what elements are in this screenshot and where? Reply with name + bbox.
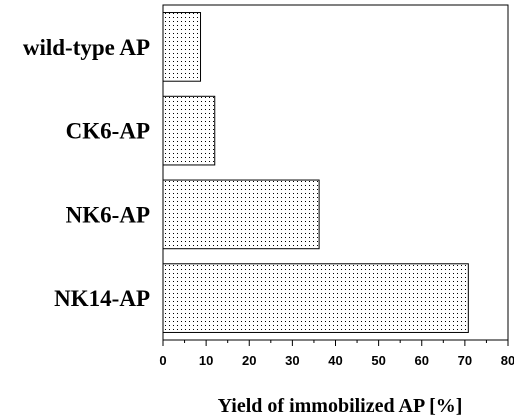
category-label: CK6-AP <box>66 119 150 144</box>
x-tick-label: 20 <box>242 353 256 368</box>
x-tick-label: 80 <box>501 353 514 368</box>
category-label: NK6-AP <box>66 202 150 227</box>
x-tick-label: 10 <box>199 353 213 368</box>
x-tick-label: 70 <box>458 353 472 368</box>
category-label: NK14-AP <box>54 286 150 311</box>
x-tick-label: 50 <box>371 353 385 368</box>
x-tick-label: 40 <box>328 353 342 368</box>
bar-ck6-ap <box>162 95 216 166</box>
x-tick-label: 30 <box>285 353 299 368</box>
category-label: wild-type AP <box>23 35 150 60</box>
bar-wild-type-ap <box>162 12 202 82</box>
x-tick-label: 0 <box>159 353 166 368</box>
bar-nk14-ap <box>162 263 469 333</box>
bar-nk6-ap <box>162 179 320 250</box>
x-tick-label: 60 <box>415 353 429 368</box>
x-axis-title: Yield of immobilized AP [%] <box>218 395 463 417</box>
